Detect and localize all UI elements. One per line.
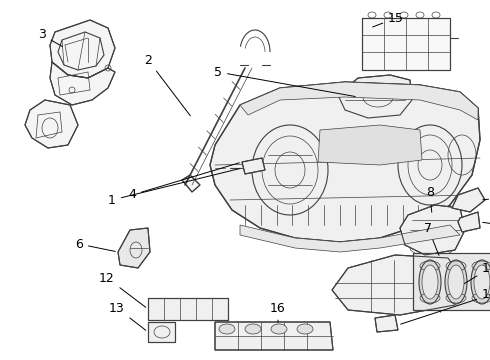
Ellipse shape <box>474 265 490 299</box>
Polygon shape <box>242 158 265 174</box>
Ellipse shape <box>471 260 490 304</box>
Ellipse shape <box>422 265 438 299</box>
Polygon shape <box>452 188 485 212</box>
Ellipse shape <box>245 324 261 334</box>
Text: 5: 5 <box>214 66 355 96</box>
Polygon shape <box>215 322 333 350</box>
Ellipse shape <box>448 265 464 299</box>
Text: 6: 6 <box>75 238 115 251</box>
Polygon shape <box>338 75 412 118</box>
Polygon shape <box>182 175 200 192</box>
Polygon shape <box>332 255 462 315</box>
Text: 4: 4 <box>128 163 239 202</box>
Text: 16: 16 <box>270 302 286 322</box>
Polygon shape <box>210 82 480 242</box>
Text: 1: 1 <box>108 169 239 207</box>
Polygon shape <box>148 322 175 342</box>
Text: 9: 9 <box>483 219 490 231</box>
Ellipse shape <box>297 324 313 334</box>
Polygon shape <box>118 228 150 268</box>
Text: 8: 8 <box>426 186 434 212</box>
Text: 12: 12 <box>99 271 146 307</box>
Text: 3: 3 <box>38 28 63 47</box>
Ellipse shape <box>419 260 441 304</box>
Polygon shape <box>50 20 115 78</box>
Text: 10: 10 <box>483 192 490 204</box>
Text: 7: 7 <box>424 221 439 255</box>
Polygon shape <box>458 212 480 232</box>
Ellipse shape <box>445 260 467 304</box>
Polygon shape <box>400 205 465 255</box>
Polygon shape <box>318 125 422 165</box>
Text: 11: 11 <box>465 261 490 284</box>
Text: 14: 14 <box>401 288 490 324</box>
Polygon shape <box>240 82 478 120</box>
Text: 15: 15 <box>372 12 404 27</box>
Polygon shape <box>362 18 450 70</box>
Polygon shape <box>375 315 398 332</box>
Ellipse shape <box>219 324 235 334</box>
Text: 13: 13 <box>109 302 146 330</box>
Polygon shape <box>25 100 78 148</box>
Polygon shape <box>240 225 460 252</box>
Text: 2: 2 <box>144 54 190 116</box>
Polygon shape <box>50 62 115 105</box>
Polygon shape <box>413 253 490 310</box>
Polygon shape <box>148 298 228 320</box>
Ellipse shape <box>271 324 287 334</box>
